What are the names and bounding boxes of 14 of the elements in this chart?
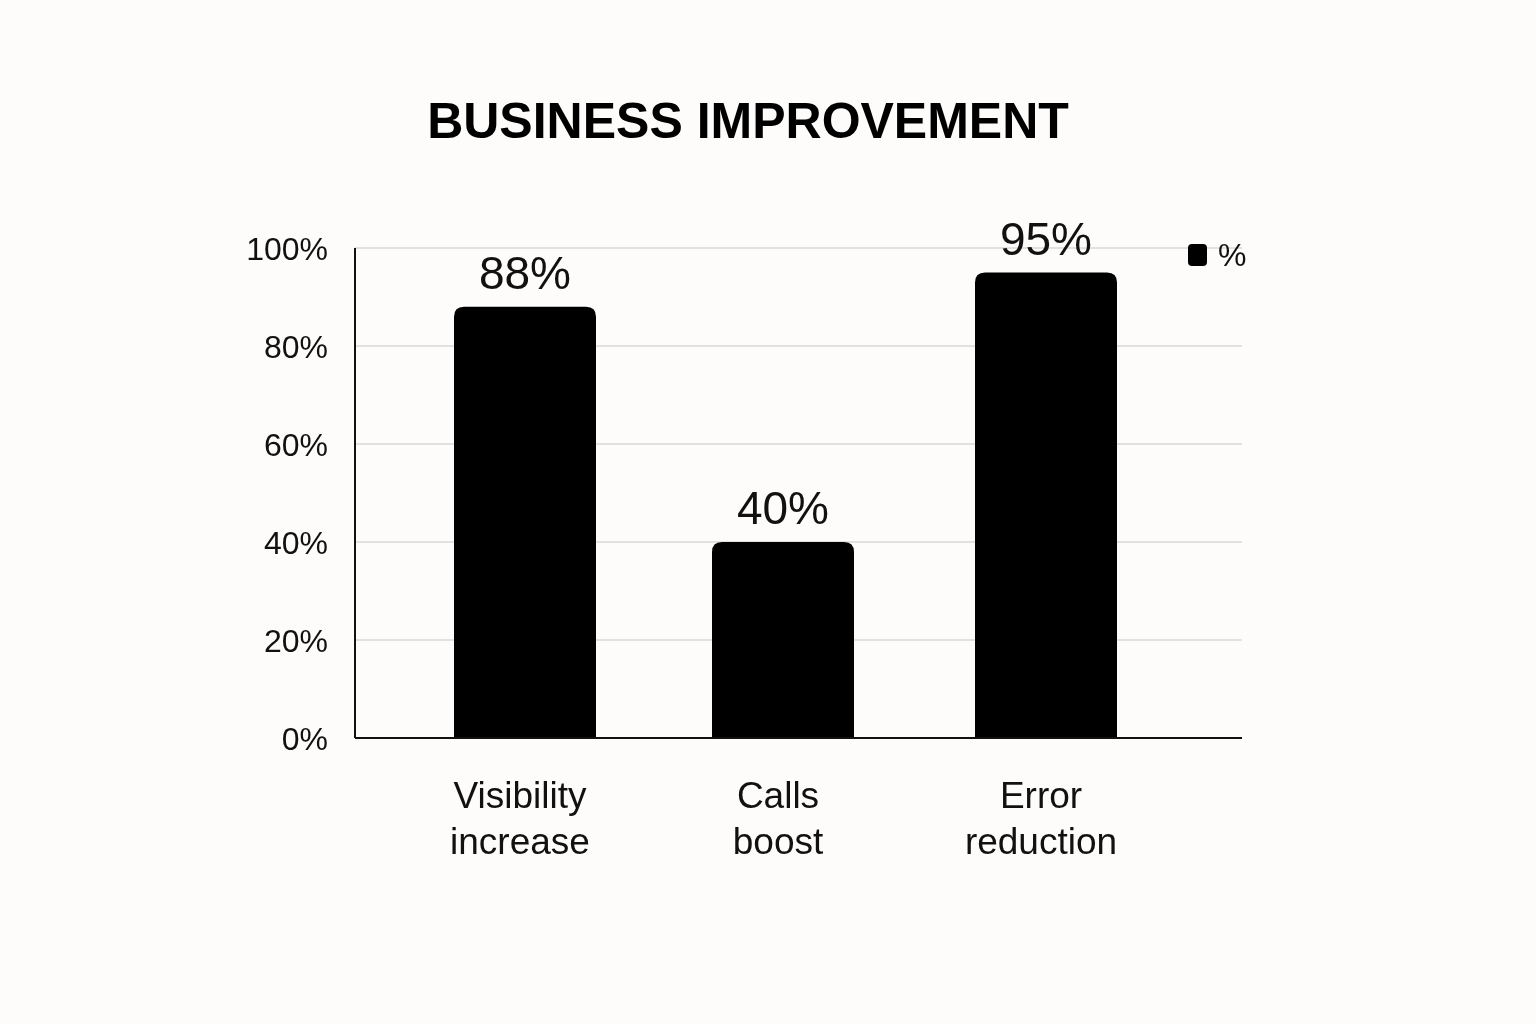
data-label: 95%: [999, 212, 1093, 265]
chart-title: BUSINESS IMPROVEMENT: [427, 93, 1069, 149]
y-tick-label: 100%: [246, 231, 328, 267]
y-tick-label: 40%: [263, 525, 328, 561]
y-tick-label: 20%: [263, 623, 328, 659]
x-tick-label: Visibility increase: [450, 775, 590, 862]
x-tick-label: Calls boost: [732, 775, 824, 862]
y-tick-label: 0%: [281, 721, 328, 757]
legend-label: %: [1218, 237, 1247, 273]
data-label: 88%: [478, 246, 572, 299]
x-tick-label: Error reduction: [964, 775, 1118, 862]
y-tick-label: 60%: [263, 427, 328, 463]
data-label: 40%: [736, 482, 830, 534]
y-tick-label: 80%: [263, 329, 328, 365]
